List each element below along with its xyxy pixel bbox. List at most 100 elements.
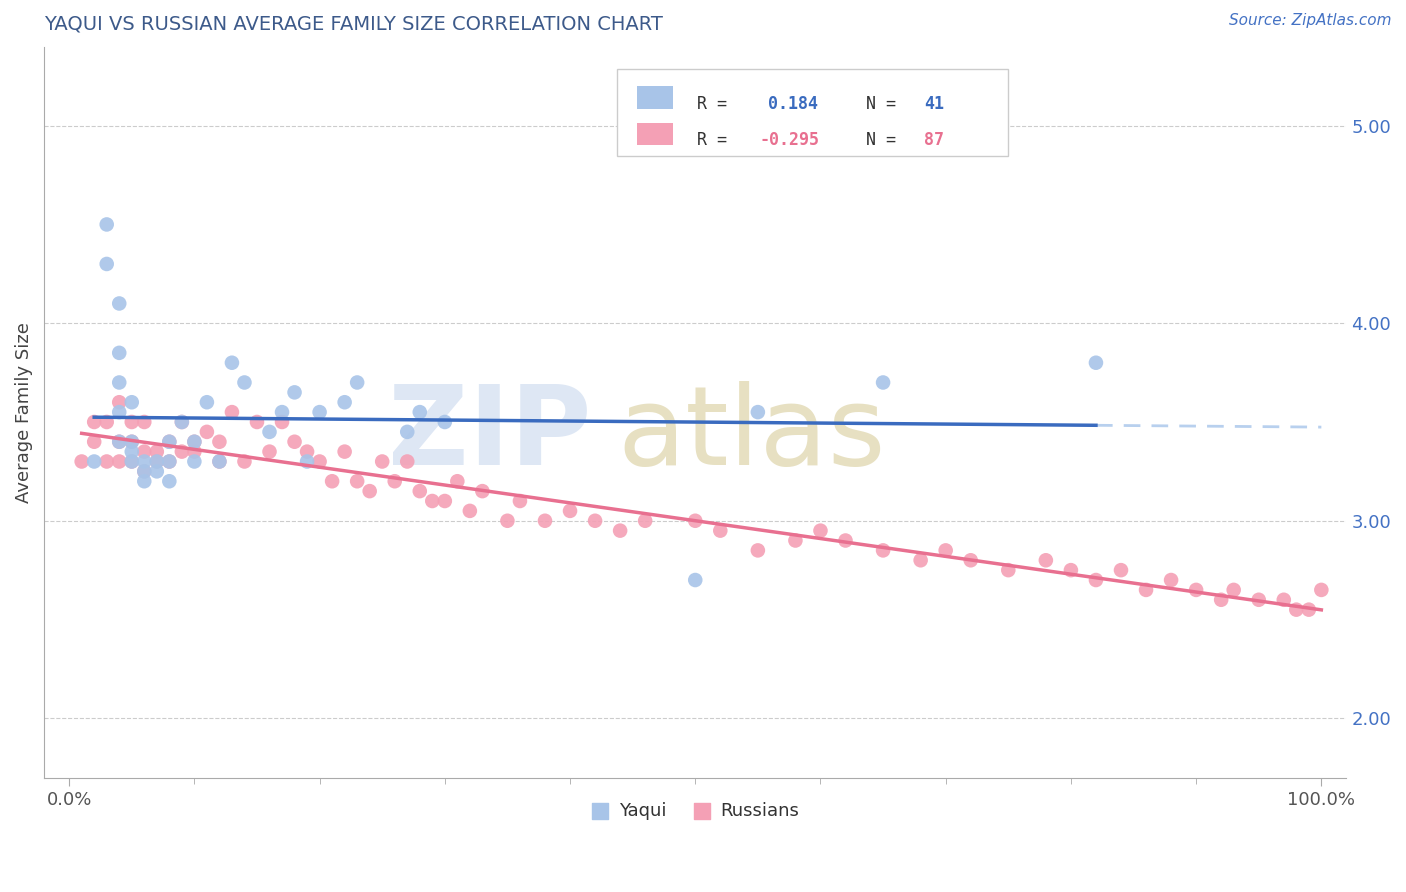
Point bbox=[1285, 602, 1308, 616]
Point bbox=[420, 494, 443, 508]
Text: 0.184: 0.184 bbox=[768, 95, 818, 112]
Point bbox=[83, 454, 105, 468]
Point bbox=[134, 444, 156, 458]
Point bbox=[333, 395, 356, 409]
Point bbox=[384, 475, 406, 489]
Text: N =: N = bbox=[846, 131, 907, 149]
Point bbox=[295, 454, 318, 468]
Text: 87: 87 bbox=[925, 131, 945, 149]
Point bbox=[346, 376, 368, 390]
Point bbox=[157, 454, 180, 468]
Point bbox=[233, 454, 256, 468]
Point bbox=[683, 514, 706, 528]
Point bbox=[146, 444, 169, 458]
Point bbox=[271, 405, 294, 419]
Point bbox=[195, 395, 218, 409]
Point bbox=[183, 454, 205, 468]
Point bbox=[157, 454, 180, 468]
Point bbox=[1135, 582, 1157, 597]
Point bbox=[1222, 582, 1244, 597]
Text: atlas: atlas bbox=[617, 381, 886, 488]
Point bbox=[96, 218, 118, 232]
Point bbox=[433, 494, 456, 508]
Point bbox=[183, 434, 205, 449]
Point bbox=[935, 543, 957, 558]
Point bbox=[70, 454, 93, 468]
Point bbox=[108, 434, 131, 449]
FancyBboxPatch shape bbox=[617, 69, 1008, 156]
Point bbox=[170, 415, 193, 429]
Point bbox=[108, 405, 131, 419]
Point bbox=[170, 444, 193, 458]
Point bbox=[634, 514, 657, 528]
Point bbox=[396, 454, 419, 468]
Text: Source: ZipAtlas.com: Source: ZipAtlas.com bbox=[1229, 13, 1392, 29]
Point bbox=[359, 484, 381, 499]
Text: ZIP: ZIP bbox=[388, 381, 591, 488]
Point bbox=[83, 434, 105, 449]
Point bbox=[558, 504, 581, 518]
Point bbox=[283, 385, 305, 400]
Point bbox=[183, 444, 205, 458]
Text: R =: R = bbox=[696, 95, 747, 112]
Point bbox=[1310, 582, 1333, 597]
Point bbox=[872, 376, 894, 390]
Point bbox=[308, 405, 330, 419]
Point bbox=[834, 533, 856, 548]
Point bbox=[997, 563, 1019, 577]
Point bbox=[134, 475, 156, 489]
Point bbox=[96, 454, 118, 468]
Point bbox=[446, 475, 468, 489]
Point bbox=[96, 415, 118, 429]
Point bbox=[295, 444, 318, 458]
Point bbox=[1035, 553, 1057, 567]
Point bbox=[96, 257, 118, 271]
Point bbox=[83, 415, 105, 429]
Point bbox=[872, 543, 894, 558]
Point bbox=[321, 475, 343, 489]
Point bbox=[810, 524, 832, 538]
Point bbox=[283, 434, 305, 449]
Point bbox=[259, 425, 281, 439]
Point bbox=[157, 434, 180, 449]
Point bbox=[183, 434, 205, 449]
Point bbox=[1084, 356, 1107, 370]
Legend: Yaqui, Russians: Yaqui, Russians bbox=[585, 795, 806, 827]
Text: 41: 41 bbox=[925, 95, 945, 112]
Point bbox=[121, 395, 143, 409]
Point bbox=[1084, 573, 1107, 587]
Text: R =: R = bbox=[696, 131, 737, 149]
Point bbox=[1185, 582, 1208, 597]
Point bbox=[108, 346, 131, 360]
Point bbox=[121, 444, 143, 458]
Point bbox=[134, 464, 156, 478]
Point bbox=[146, 454, 169, 468]
Point bbox=[747, 405, 769, 419]
Point bbox=[134, 415, 156, 429]
Point bbox=[1109, 563, 1132, 577]
Point bbox=[121, 454, 143, 468]
Point bbox=[108, 395, 131, 409]
Point bbox=[583, 514, 606, 528]
Point bbox=[1060, 563, 1083, 577]
Point bbox=[396, 425, 419, 439]
Point bbox=[346, 475, 368, 489]
Point bbox=[157, 475, 180, 489]
Point bbox=[371, 454, 394, 468]
Point bbox=[208, 454, 231, 468]
Point bbox=[308, 454, 330, 468]
Text: YAQUI VS RUSSIAN AVERAGE FAMILY SIZE CORRELATION CHART: YAQUI VS RUSSIAN AVERAGE FAMILY SIZE COR… bbox=[44, 15, 664, 34]
Point bbox=[108, 376, 131, 390]
Point bbox=[496, 514, 519, 528]
Point bbox=[534, 514, 557, 528]
Point bbox=[146, 454, 169, 468]
FancyBboxPatch shape bbox=[637, 123, 673, 145]
Point bbox=[1211, 592, 1233, 607]
Point bbox=[1272, 592, 1295, 607]
Point bbox=[1160, 573, 1182, 587]
Point bbox=[108, 434, 131, 449]
Point bbox=[271, 415, 294, 429]
Y-axis label: Average Family Size: Average Family Size bbox=[15, 322, 32, 502]
Point bbox=[108, 296, 131, 310]
Point bbox=[683, 573, 706, 587]
